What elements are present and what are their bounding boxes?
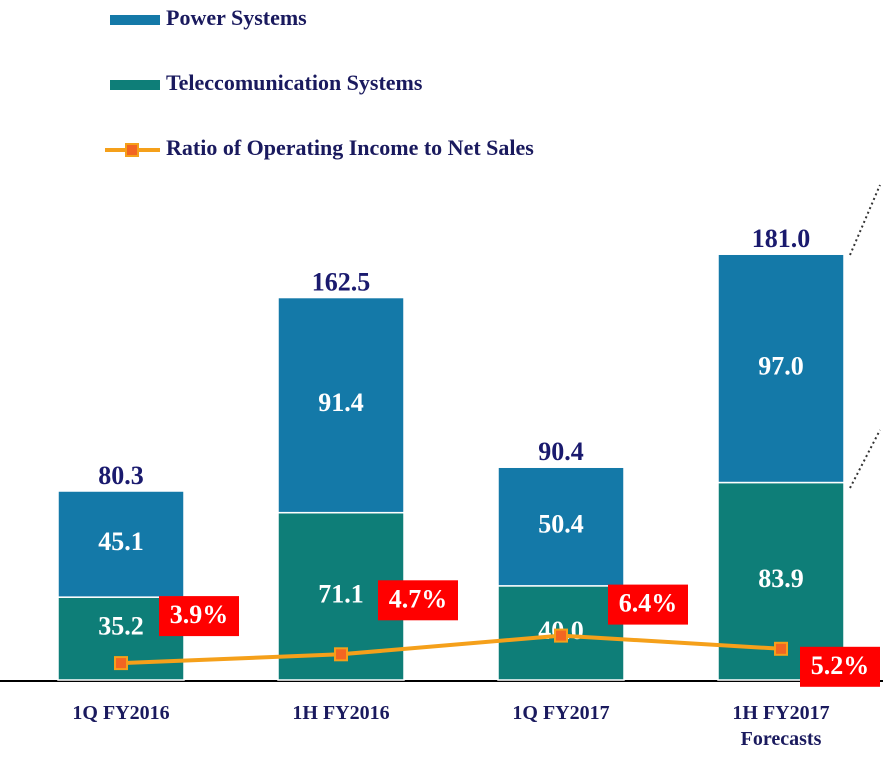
ratio-label: 6.4% [619,589,678,618]
legend-label: Ratio of Operating Income to Net Sales [166,135,534,160]
total-label: 90.4 [538,437,584,466]
segment-label: 35.2 [98,612,144,641]
ratio-label-box [800,646,880,687]
ratio-label-box [159,596,239,637]
total-label: 80.3 [98,461,144,490]
ratio-label-box [378,580,458,621]
ratio-marker [774,641,788,656]
x-tick-label: 1H FY2017 Forecasts [732,702,830,750]
connector [849,184,881,256]
ratio-marker [334,647,348,662]
legend-label: Teleccomunication Systems [166,70,423,95]
segment-label: 71.1 [318,579,364,608]
bar-segment [497,466,625,587]
ratio-label: 3.9% [170,600,229,629]
ratio-marker [554,628,568,643]
legend-label: Power Systems [166,5,307,30]
connector [849,429,881,489]
ratio-label: 4.7% [389,584,448,613]
bar-segment [57,490,185,598]
bar-segment [277,296,405,514]
legend-marker [125,143,139,157]
ratio-label: 5.2% [811,651,870,680]
legend-swatch [110,80,160,90]
bar-segment [717,253,845,484]
ratio-line [120,633,782,666]
segment-label: 97.0 [758,351,804,380]
total-label: 162.5 [312,268,371,297]
ratio-label-box [608,584,688,625]
x-tick-label: 1Q FY2017 [512,702,610,724]
total-label: 181.0 [752,224,811,253]
segment-label: 50.4 [538,510,584,539]
segment-label: 91.4 [318,388,364,417]
segment-label: 45.1 [98,527,144,556]
legend-swatch [110,15,160,25]
ratio-marker [114,656,128,671]
x-tick-label: 1H FY2016 [292,702,390,724]
segment-label: 83.9 [758,564,804,593]
x-tick-label: 1Q FY2016 [72,702,170,724]
